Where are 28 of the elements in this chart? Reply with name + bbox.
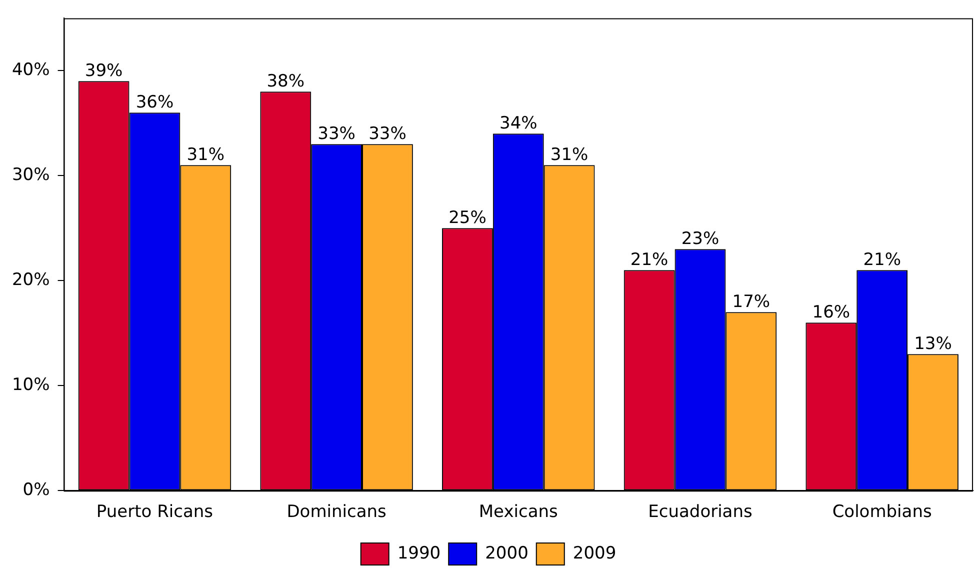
legend-label: 2000 <box>485 543 528 564</box>
data-label: 38% <box>266 72 305 92</box>
data-label: 39% <box>84 61 123 82</box>
x-tick-label: Colombians <box>832 502 932 522</box>
y-tick-label: 0% <box>22 480 50 500</box>
data-label: 25% <box>448 208 486 228</box>
data-label: 36% <box>136 92 174 113</box>
data-label: 31% <box>186 145 225 166</box>
data-label: 13% <box>914 334 952 354</box>
x-tick-label: Mexicans <box>478 502 558 522</box>
y-tick-label: 10% <box>12 375 50 396</box>
data-label: 21% <box>630 250 668 270</box>
data-label: 23% <box>681 229 720 250</box>
data-label: 21% <box>863 250 901 270</box>
data-label: 34% <box>499 114 538 134</box>
data-label: 33% <box>318 124 356 144</box>
x-tick-label: Dominicans <box>286 502 387 522</box>
x-tick-label: Ecuadorians <box>648 502 752 522</box>
legend-label: 1990 <box>397 543 441 564</box>
data-label: 31% <box>550 145 588 166</box>
y-tick-label: 20% <box>12 270 50 290</box>
x-tick-label: Puerto Ricans <box>96 502 214 522</box>
data-label: 16% <box>812 302 850 323</box>
y-tick-label: 30% <box>12 165 50 186</box>
data-label: 17% <box>732 292 770 312</box>
legend-label: 2009 <box>572 543 616 564</box>
data-label: 33% <box>368 124 406 144</box>
y-tick-label: 40% <box>12 60 50 80</box>
